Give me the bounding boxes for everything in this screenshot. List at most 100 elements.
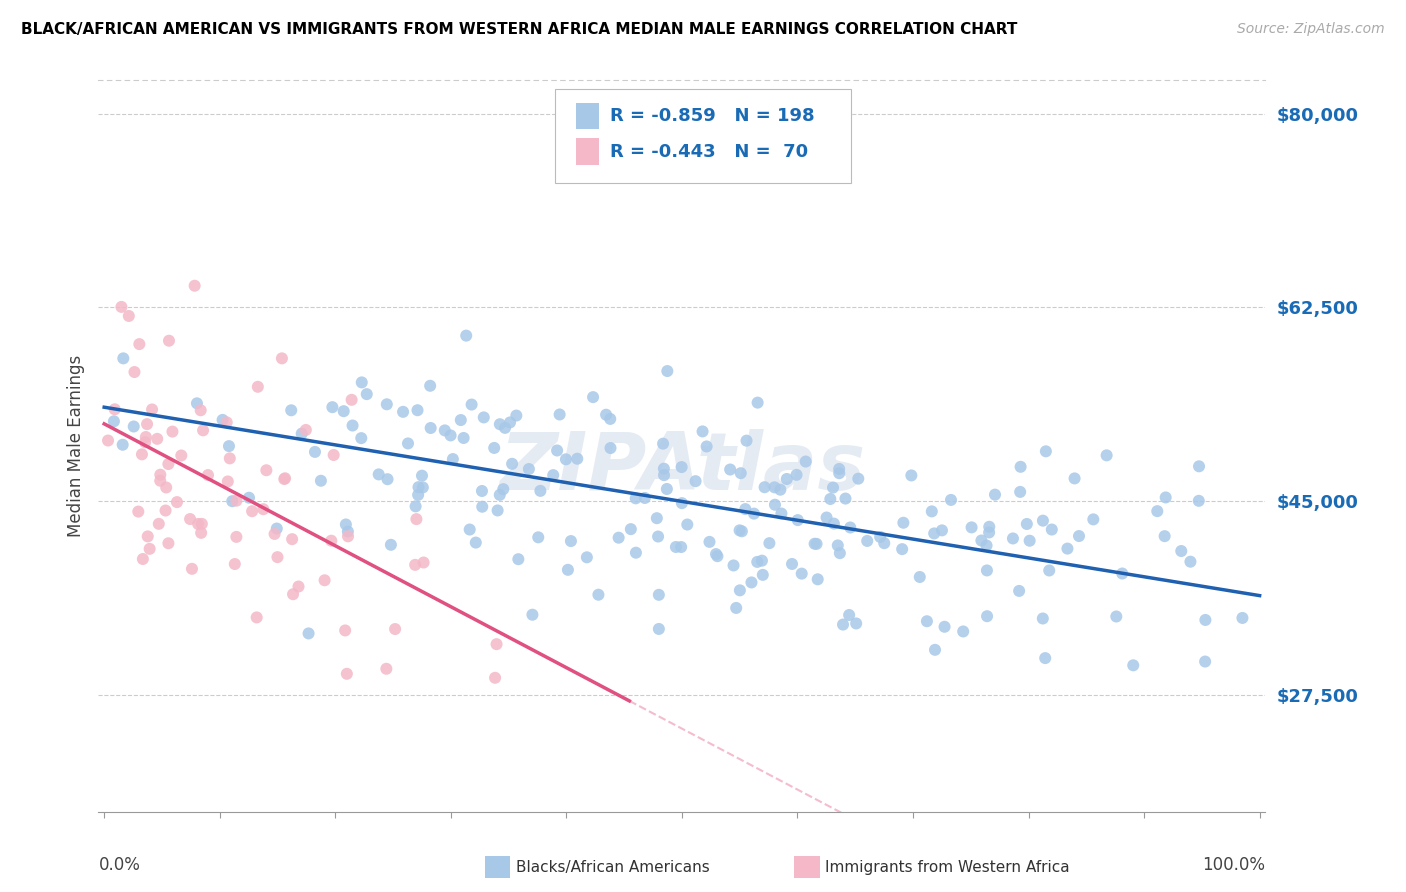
Point	[828, 546, 851, 560]
Point	[806, 537, 828, 551]
Point	[486, 503, 509, 517]
Point	[405, 512, 427, 526]
Text: R = -0.443   N =  70: R = -0.443 N = 70	[610, 143, 808, 161]
Point	[127, 505, 149, 519]
Point	[291, 426, 314, 441]
Point	[453, 431, 475, 445]
Point	[1008, 583, 1031, 598]
Point	[471, 500, 494, 514]
Point	[494, 421, 516, 435]
Point	[464, 535, 486, 549]
Point	[790, 566, 813, 581]
Point	[170, 449, 193, 463]
Point	[157, 457, 180, 471]
Point	[1015, 516, 1038, 531]
Point	[377, 472, 399, 486]
Point	[186, 396, 208, 410]
Point	[751, 554, 773, 568]
Point	[828, 467, 851, 481]
Point	[922, 526, 945, 541]
Point	[392, 405, 415, 419]
Point	[280, 403, 302, 417]
Point	[976, 563, 998, 577]
Point	[832, 617, 855, 632]
Point	[380, 538, 402, 552]
Point	[155, 503, 177, 517]
Point	[221, 494, 243, 508]
Point	[620, 522, 643, 536]
Point	[740, 575, 762, 590]
Point	[839, 520, 862, 534]
Point	[238, 491, 260, 505]
Point	[148, 516, 170, 531]
Point	[624, 546, 647, 560]
Point	[671, 460, 693, 475]
Point	[375, 662, 398, 676]
Point	[97, 434, 120, 448]
Point	[224, 557, 246, 571]
Point	[342, 418, 364, 433]
Y-axis label: Median Male Earnings: Median Male Earnings	[66, 355, 84, 537]
Point	[450, 413, 472, 427]
Point	[725, 601, 748, 615]
Point	[266, 550, 288, 565]
Point	[396, 436, 419, 450]
Point	[1188, 459, 1211, 474]
Point	[375, 397, 398, 411]
Point	[970, 533, 993, 548]
Point	[665, 540, 688, 554]
Point	[846, 472, 869, 486]
Point	[162, 425, 184, 439]
Point	[215, 415, 238, 429]
Point	[488, 488, 510, 502]
Point	[770, 507, 793, 521]
Point	[728, 524, 751, 538]
Point	[786, 467, 808, 482]
Point	[405, 500, 427, 514]
Point	[838, 607, 860, 622]
Point	[624, 491, 647, 506]
Point	[225, 530, 247, 544]
Point	[141, 402, 163, 417]
Point	[704, 547, 727, 561]
Point	[263, 527, 285, 541]
Point	[295, 423, 318, 437]
Point	[297, 626, 319, 640]
Point	[742, 507, 765, 521]
Point	[482, 441, 505, 455]
Point	[1170, 544, 1192, 558]
Point	[1122, 658, 1144, 673]
Point	[337, 529, 360, 543]
Point	[211, 413, 233, 427]
Point	[1032, 611, 1054, 625]
Point	[118, 309, 141, 323]
Point	[1056, 541, 1078, 556]
Point	[1040, 523, 1063, 537]
Point	[190, 403, 212, 417]
Point	[856, 533, 879, 548]
Point	[404, 558, 426, 572]
Point	[484, 671, 506, 685]
Point	[567, 451, 589, 466]
Point	[322, 448, 344, 462]
Point	[304, 445, 326, 459]
Point	[104, 402, 127, 417]
Point	[517, 462, 540, 476]
Point	[111, 438, 134, 452]
Point	[456, 328, 478, 343]
Point	[776, 472, 799, 486]
Point	[433, 424, 456, 438]
Point	[734, 502, 756, 516]
Point	[505, 409, 527, 423]
Point	[763, 480, 786, 494]
Point	[281, 532, 304, 546]
Point	[915, 614, 938, 628]
Point	[692, 425, 714, 439]
Point	[931, 524, 953, 538]
Point	[266, 522, 288, 536]
Point	[595, 408, 617, 422]
Point	[769, 483, 792, 497]
Point	[820, 491, 842, 506]
Point	[758, 536, 780, 550]
Point	[252, 502, 274, 516]
